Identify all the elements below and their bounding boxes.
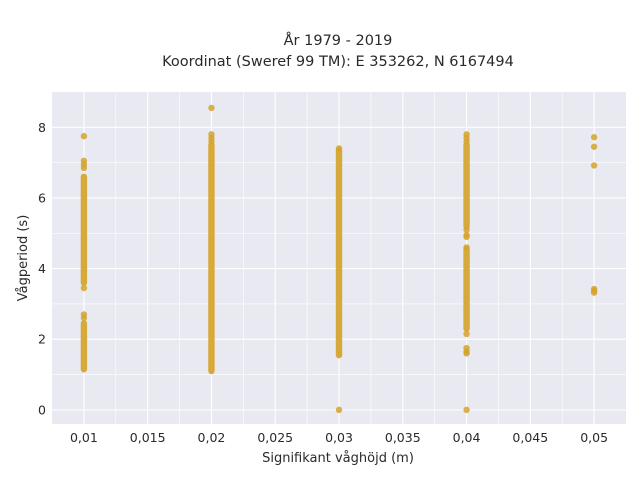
data-point <box>208 104 215 112</box>
y-axis-label: Vågperiod (s) <box>16 215 31 302</box>
chart-title: År 1979 - 2019 <box>284 32 393 49</box>
x-axis-label: Signifikant våghöjd (m) <box>262 451 414 466</box>
y-tick-label: 6 <box>38 190 46 205</box>
data-point <box>335 145 343 152</box>
data-point <box>80 314 88 322</box>
data-point <box>335 406 343 414</box>
data-point <box>463 406 470 414</box>
data-point <box>208 138 215 145</box>
x-tick-label: 0,025 <box>257 430 293 445</box>
data-point <box>463 138 470 145</box>
x-tick-label: 0,04 <box>453 430 481 445</box>
y-tick-label: 0 <box>38 402 46 417</box>
x-tick-label: 0,015 <box>130 430 166 445</box>
y-tick-label: 8 <box>38 120 46 135</box>
x-tick-label: 0,035 <box>385 430 421 445</box>
x-tick-label: 0,05 <box>580 430 608 445</box>
y-tick-label: 2 <box>38 332 46 347</box>
x-tick-label: 0,03 <box>325 430 353 445</box>
data-point <box>590 162 598 169</box>
data-point <box>463 233 470 241</box>
y-tick-labels: 0 2 4 6 8 <box>38 120 46 418</box>
data-point <box>590 134 598 141</box>
data-point <box>80 164 88 172</box>
x-tick-label: 0,045 <box>512 430 548 445</box>
data-point <box>463 226 470 233</box>
points-layer <box>80 104 598 414</box>
data-point <box>463 350 470 357</box>
data-point <box>80 284 88 292</box>
data-point <box>463 330 470 338</box>
x-tick-labels: 0,01 0,015 0,02 0,025 0,03 0,035 0,04 0,045 0,05 <box>70 430 608 445</box>
data-point <box>463 244 470 251</box>
x-tick-label: 0,02 <box>198 430 226 445</box>
data-point <box>80 132 88 140</box>
data-point <box>590 289 598 296</box>
chart-subtitle: Koordinat (Sweref 99 TM): E 353262, N 61… <box>162 54 514 70</box>
data-point <box>590 143 598 150</box>
x-tick-label: 0,01 <box>70 430 98 445</box>
y-tick-label: 4 <box>38 261 46 276</box>
